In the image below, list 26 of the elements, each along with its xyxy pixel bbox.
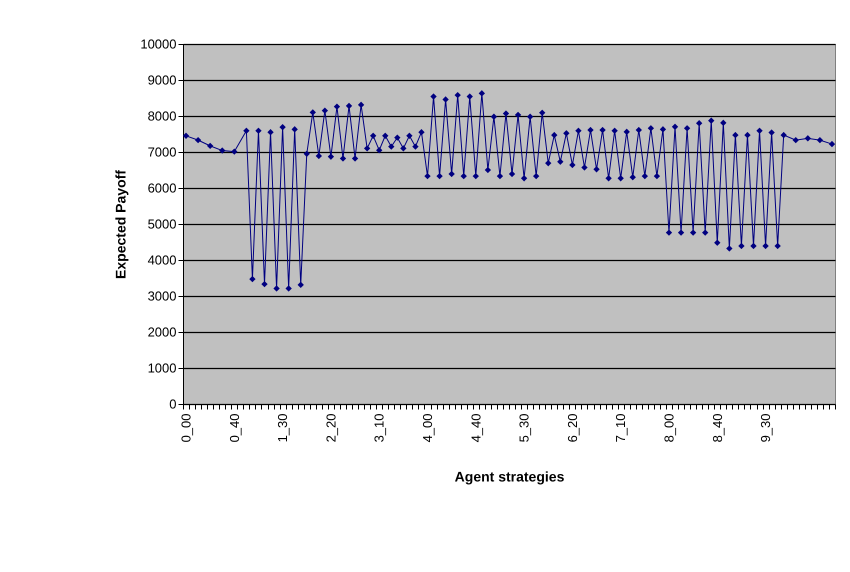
y-tick-label: 4000 [148, 252, 176, 268]
y-tick-label: 2000 [148, 324, 176, 340]
y-tick-label: 5000 [148, 216, 176, 232]
y-tick-label: 7000 [148, 144, 176, 160]
x-tick-label: 9_30 [758, 414, 774, 442]
x-tick-label: 0_00 [178, 414, 194, 442]
x-tick-label: 5_30 [516, 414, 532, 442]
y-tick-label: 8000 [148, 108, 176, 124]
y-tick-label: 10000 [140, 36, 176, 52]
x-tick-label: 3_10 [372, 414, 387, 442]
y-tick-label: 9000 [148, 72, 176, 88]
x-tick-label: 2_20 [323, 414, 338, 442]
y-tick-label: 3000 [148, 288, 176, 304]
x-tick-label: 8_00 [661, 414, 676, 442]
y-tick-label: 0 [169, 396, 176, 412]
x-tick-label: 8_40 [710, 414, 725, 442]
y-tick-label: 1000 [148, 360, 176, 376]
x-tick-label: 4_00 [420, 414, 435, 442]
y-axis-title: Expected Payoff [112, 170, 128, 279]
x-axis-title: Agent strategies [454, 468, 565, 484]
y-tick-label: 6000 [148, 180, 176, 196]
x-tick-label: 6_20 [564, 414, 580, 442]
x-tick-label: 0_40 [226, 414, 242, 442]
x-tick-label: 7_10 [613, 414, 628, 442]
x-tick-label: 4_40 [468, 414, 484, 442]
x-tick-label: 1_30 [275, 414, 290, 442]
